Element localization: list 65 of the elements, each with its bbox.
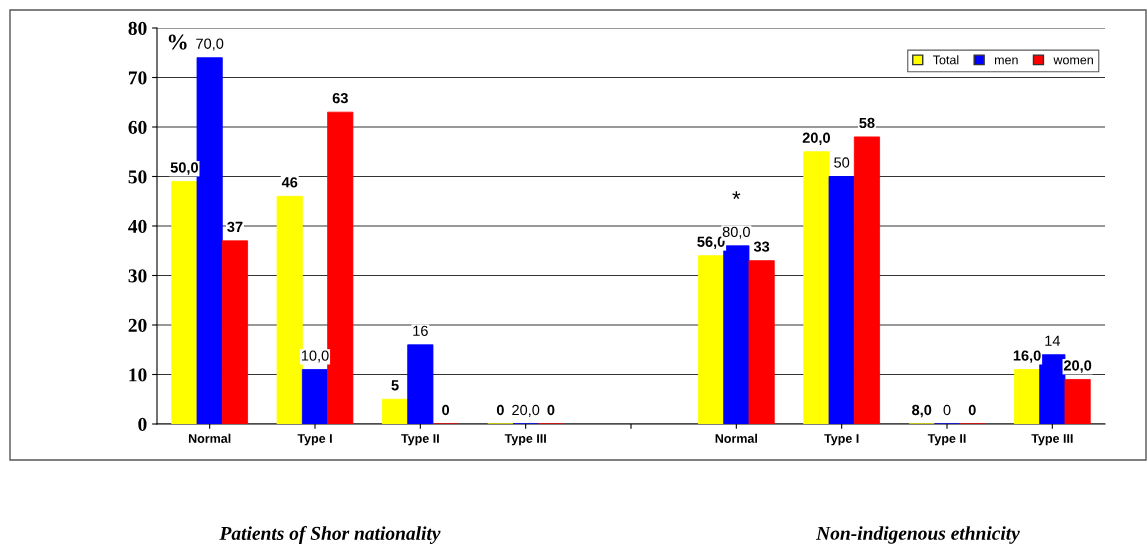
y-tick-label: 70 — [128, 71, 147, 85]
x-tick-label: Type III — [504, 434, 546, 446]
legend-label: men — [994, 57, 1018, 65]
annotation: 10,0 — [301, 350, 329, 363]
bar — [828, 176, 855, 424]
bar — [1064, 379, 1091, 424]
x-tick-label: Type II — [927, 434, 966, 446]
annotation: 70,0 — [196, 38, 224, 51]
bar — [697, 255, 725, 424]
annotation: 56,0 — [697, 236, 725, 249]
y-tick-label: 50 — [128, 170, 147, 184]
annotation: 50,0 — [170, 162, 198, 175]
annotation: 80,0 — [722, 226, 750, 239]
text: Non-indigenous ethnicity — [816, 526, 1020, 544]
bar — [723, 245, 750, 424]
bar — [276, 195, 303, 424]
bar — [327, 111, 354, 424]
data-label: 0 — [442, 404, 450, 416]
y-tick-label: 80 — [128, 21, 147, 35]
data-label: 50 — [834, 157, 850, 168]
y-tick-label: 10 — [129, 368, 147, 382]
data-label: 5 — [391, 380, 399, 391]
data-label: 33 — [753, 241, 770, 252]
y-tick-label: 20 — [128, 318, 147, 332]
y-tick-label: 40 — [128, 219, 147, 233]
x-tick-label: Type II — [401, 434, 439, 446]
bar — [301, 369, 329, 424]
data-label: 14 — [1045, 335, 1061, 346]
data-label: 0 — [547, 404, 555, 416]
bar — [381, 398, 409, 424]
legend-label: Total — [933, 55, 959, 65]
data-label: 37 — [227, 221, 243, 233]
data-label: 0 — [943, 404, 951, 416]
annotation: 20,0 — [512, 404, 540, 417]
bar — [171, 181, 198, 424]
data-label: 0 — [496, 404, 504, 416]
data-label: 16 — [413, 325, 428, 336]
bar — [803, 151, 830, 424]
y-tick-label: 0 — [138, 417, 147, 431]
bar — [221, 240, 249, 424]
y-tick-label: 30 — [128, 269, 147, 283]
data-label: 46 — [281, 177, 298, 188]
annotation: * — [732, 191, 741, 200]
annotation: 20,0 — [802, 132, 830, 146]
x-tick-label: Type III — [1031, 434, 1073, 446]
x-tick-label: Type I — [297, 434, 332, 446]
bar — [1013, 369, 1041, 424]
y-tick-label: 60 — [128, 120, 147, 134]
bar — [196, 57, 223, 424]
data-label: 63 — [332, 93, 348, 104]
annotation: 8,0 — [912, 404, 932, 418]
bar — [853, 136, 881, 424]
annotation: 20,0 — [1063, 360, 1092, 373]
y-axis-title: % — [168, 34, 187, 50]
legend-label: women — [1053, 57, 1093, 65]
bar — [748, 260, 775, 424]
text: Patients of Shor nationality — [219, 526, 441, 544]
bar — [1039, 354, 1066, 424]
x-tick-label: Normal — [188, 433, 231, 443]
x-tick-label: Normal — [715, 433, 757, 443]
bar — [407, 344, 434, 424]
data-label: 58 — [859, 117, 875, 129]
x-tick-label: Type I — [824, 434, 859, 446]
data-label: 0 — [968, 404, 976, 416]
annotation: 16,0 — [1013, 350, 1041, 363]
